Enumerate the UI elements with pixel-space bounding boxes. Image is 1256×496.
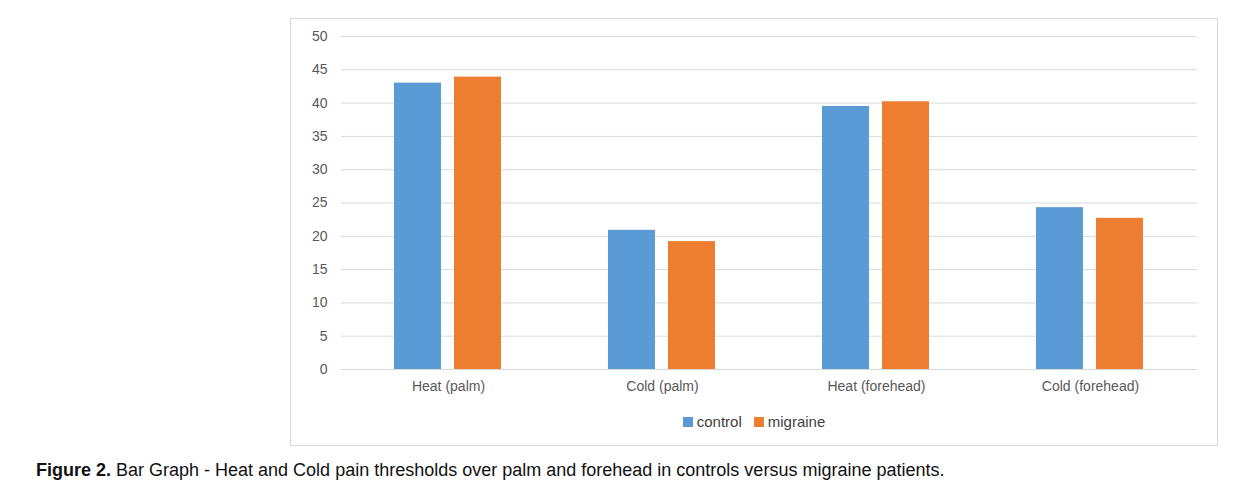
html-text:control: control <box>696 413 742 430</box>
svg-text:0: 0 <box>320 361 328 377</box>
svg-text:50: 50 <box>312 28 328 44</box>
svg-text:45: 45 <box>312 61 328 77</box>
svg-text:5: 5 <box>320 328 328 344</box>
svg-text:Cold (palm): Cold (palm) <box>626 378 698 394</box>
svg-text:30: 30 <box>312 161 328 177</box>
svg-text:25: 25 <box>312 194 328 210</box>
svg-text:15: 15 <box>312 261 328 277</box>
svg-text:Cold (forehead): Cold (forehead) <box>1042 378 1139 394</box>
svg-text:10: 10 <box>312 294 328 310</box>
svg-text:Heat (palm): Heat (palm) <box>412 378 485 394</box>
svg-text:20: 20 <box>312 228 328 244</box>
html-text:Figure 2. Bar Graph - Heat and: Figure 2. Bar Graph - Heat and Cold pain… <box>36 460 945 480</box>
svg-text:Heat (forehead): Heat (forehead) <box>827 378 925 394</box>
svg-text:40: 40 <box>312 95 328 111</box>
svg-text:35: 35 <box>312 128 328 144</box>
html-text:migraine: migraine <box>767 413 826 430</box>
